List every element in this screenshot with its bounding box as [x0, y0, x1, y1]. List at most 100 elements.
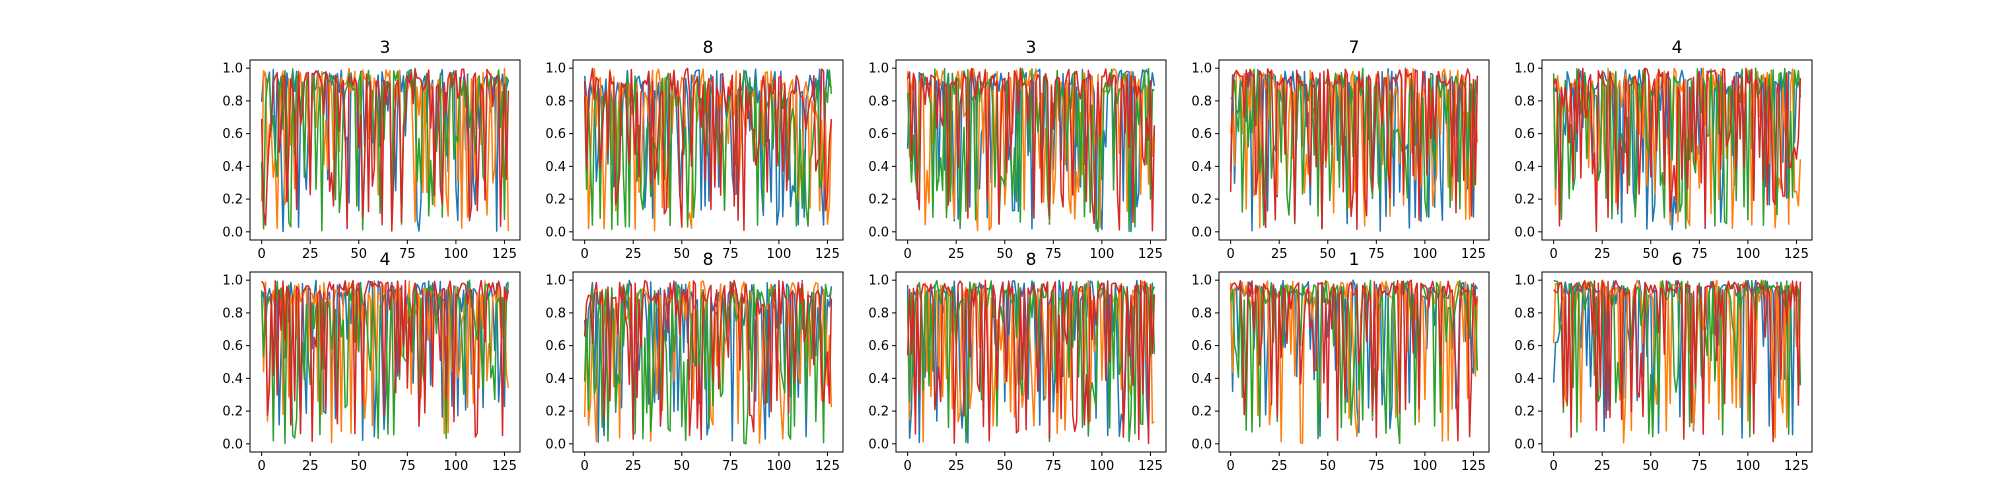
y-tick-label: 0.0 [545, 225, 566, 240]
y-tick-label: 0.2 [222, 193, 243, 208]
y-tick-label: 0.0 [222, 225, 243, 240]
axes-frame [895, 271, 1167, 453]
axes-frame [572, 271, 844, 453]
x-tick-label: 75 [1045, 459, 1062, 474]
x-tick-label: 0 [1550, 247, 1558, 262]
x-tick-label: 0 [1550, 459, 1558, 474]
y-tick-label: 0.4 [222, 160, 243, 175]
y-tick-label: 0.6 [868, 127, 889, 142]
y-tick-label: 0.2 [545, 193, 566, 208]
x-tick-label: 75 [1691, 247, 1708, 262]
y-tick-label: 0.0 [1191, 437, 1212, 452]
x-tick-label: 75 [722, 459, 739, 474]
y-tick-label: 0.0 [1514, 225, 1535, 240]
x-tick-label: 25 [302, 459, 319, 474]
subplot-9: 0 25 50 75 100 125 0.0 0.2 0.4 0.6 0.8 1.0 1 [1191, 250, 1490, 474]
subplot-title: 8 [703, 38, 714, 58]
x-tick-label: 0 [1227, 459, 1235, 474]
x-tick-label: 100 [1089, 459, 1114, 474]
x-tick-label: 100 [1089, 247, 1114, 262]
subplot-8: 0 25 50 75 100 125 0.0 0.2 0.4 0.6 0.8 1.0 8 [868, 250, 1167, 474]
y-tick-label: 0.8 [868, 94, 889, 109]
x-tick-label: 0 [258, 459, 266, 474]
y-tick-label: 1.0 [1191, 274, 1212, 289]
y-tick-label: 0.0 [545, 437, 566, 452]
x-tick-label: 25 [302, 247, 319, 262]
series-line-4 [906, 279, 1156, 445]
x-tick-label: 75 [399, 247, 416, 262]
x-tick-label: 125 [1138, 247, 1163, 262]
x-tick-label: 50 [997, 459, 1014, 474]
subplot-4: 0 25 50 75 100 125 0.0 0.2 0.4 0.6 0.8 1.0 7 [1191, 38, 1490, 262]
x-tick-label: 50 [1643, 247, 1660, 262]
series-line-4 [1229, 67, 1479, 230]
subplot-title: 3 [1026, 38, 1037, 58]
y-tick-label: 0.0 [868, 437, 889, 452]
series-line-4 [583, 279, 833, 441]
series-line-4 [260, 68, 510, 232]
y-tick-label: 0.8 [1514, 94, 1535, 109]
x-tick-label: 125 [815, 459, 840, 474]
axes-frame [1218, 271, 1490, 453]
series-line-3 [1552, 67, 1802, 229]
y-tick-label: 0.4 [1191, 372, 1212, 387]
subplot-title: 6 [1672, 250, 1683, 270]
x-tick-label: 75 [722, 247, 739, 262]
x-tick-label: 25 [1594, 459, 1611, 474]
x-tick-label: 75 [1045, 247, 1062, 262]
y-tick-label: 0.2 [1191, 405, 1212, 420]
axes-frame [1541, 59, 1813, 241]
y-tick-label: 0.6 [222, 339, 243, 354]
subplot-10: 0 25 50 75 100 125 0.0 0.2 0.4 0.6 0.8 1.0 6 [1514, 250, 1813, 474]
y-tick-label: 1.0 [1514, 62, 1535, 77]
y-tick-label: 0.4 [545, 160, 566, 175]
x-tick-label: 100 [766, 459, 791, 474]
y-tick-label: 0.0 [222, 437, 243, 452]
x-tick-label: 100 [766, 247, 791, 262]
x-tick-label: 25 [625, 247, 642, 262]
series-line-4 [1552, 67, 1802, 233]
y-tick-label: 0.4 [1514, 372, 1535, 387]
subplot-title: 7 [1349, 38, 1360, 58]
y-tick-label: 1.0 [868, 274, 889, 289]
x-tick-label: 25 [948, 247, 965, 262]
x-tick-label: 100 [443, 247, 468, 262]
y-tick-label: 0.6 [1514, 339, 1535, 354]
x-tick-label: 50 [997, 247, 1014, 262]
x-tick-label: 125 [1461, 247, 1486, 262]
subplot-5: 0 25 50 75 100 125 0.0 0.2 0.4 0.6 0.8 1.0 4 [1514, 38, 1813, 262]
y-tick-label: 1.0 [868, 62, 889, 77]
subplot-title: 4 [1672, 38, 1683, 58]
subplot-title: 1 [1349, 250, 1360, 270]
series-line-4 [906, 67, 1156, 232]
subplot-3: 0 25 50 75 100 125 0.0 0.2 0.4 0.6 0.8 1.0 3 [868, 38, 1167, 262]
x-tick-label: 25 [1271, 459, 1288, 474]
series-line-4 [1553, 279, 1802, 443]
x-tick-label: 50 [674, 459, 691, 474]
y-tick-label: 0.8 [545, 306, 566, 321]
subplot-title: 4 [380, 250, 391, 270]
x-tick-label: 50 [1320, 247, 1337, 262]
series-line-3 [260, 279, 510, 445]
y-tick-label: 0.0 [1191, 225, 1212, 240]
y-tick-label: 1.0 [1191, 62, 1212, 77]
y-tick-label: 0.6 [545, 127, 566, 142]
x-tick-label: 0 [258, 247, 266, 262]
x-tick-label: 25 [948, 459, 965, 474]
x-tick-label: 100 [1735, 247, 1760, 262]
axes-frame [895, 59, 1167, 241]
y-tick-label: 1.0 [545, 274, 566, 289]
subplot-2: 0 25 50 75 100 125 0.0 0.2 0.4 0.6 0.8 1.0 8 [545, 38, 844, 262]
y-tick-label: 1.0 [222, 62, 243, 77]
y-tick-label: 0.6 [545, 339, 566, 354]
x-tick-label: 75 [1691, 459, 1708, 474]
subplot-7: 0 25 50 75 100 125 0.0 0.2 0.4 0.6 0.8 1.0 8 [545, 250, 844, 474]
axes-frame [249, 59, 521, 241]
x-tick-label: 0 [1227, 247, 1235, 262]
series-line-4 [261, 279, 510, 443]
x-tick-label: 125 [492, 459, 517, 474]
subplot-title: 3 [380, 38, 391, 58]
y-tick-label: 0.2 [868, 405, 889, 420]
x-tick-label: 125 [815, 247, 840, 262]
